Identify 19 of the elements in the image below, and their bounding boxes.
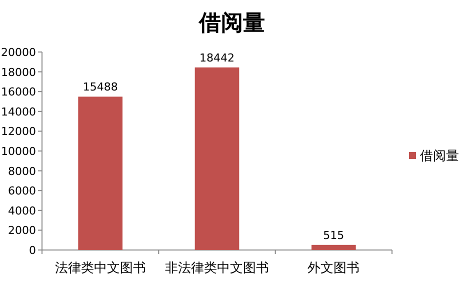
data-label: 18442	[200, 51, 234, 64]
y-tick-label: 0	[29, 244, 36, 257]
data-label: 515	[323, 228, 344, 242]
y-tick-label: 10000	[1, 145, 36, 158]
y-tick-label: 16000	[1, 86, 36, 99]
y-tick-label: 8000	[8, 164, 36, 178]
y-tick-label: 20000	[1, 46, 36, 59]
legend-label: 借阅量	[420, 149, 459, 164]
x-tick-label: 法律类中文图书	[54, 261, 146, 276]
y-tick-label: 12000	[1, 125, 36, 138]
y-tick-label: 2000	[8, 224, 36, 238]
title: 借阅量	[199, 11, 265, 36]
x-tick-label: 非法律类中文图书	[165, 261, 269, 276]
x-tick-label: 外文图书	[308, 261, 360, 276]
y-tick-label: 4000	[8, 204, 36, 218]
y-tick-label: 14000	[1, 105, 36, 118]
y-tick-label: 18000	[1, 66, 36, 79]
y-tick-label: 6000	[8, 184, 36, 198]
data-label: 15488	[82, 80, 118, 94]
